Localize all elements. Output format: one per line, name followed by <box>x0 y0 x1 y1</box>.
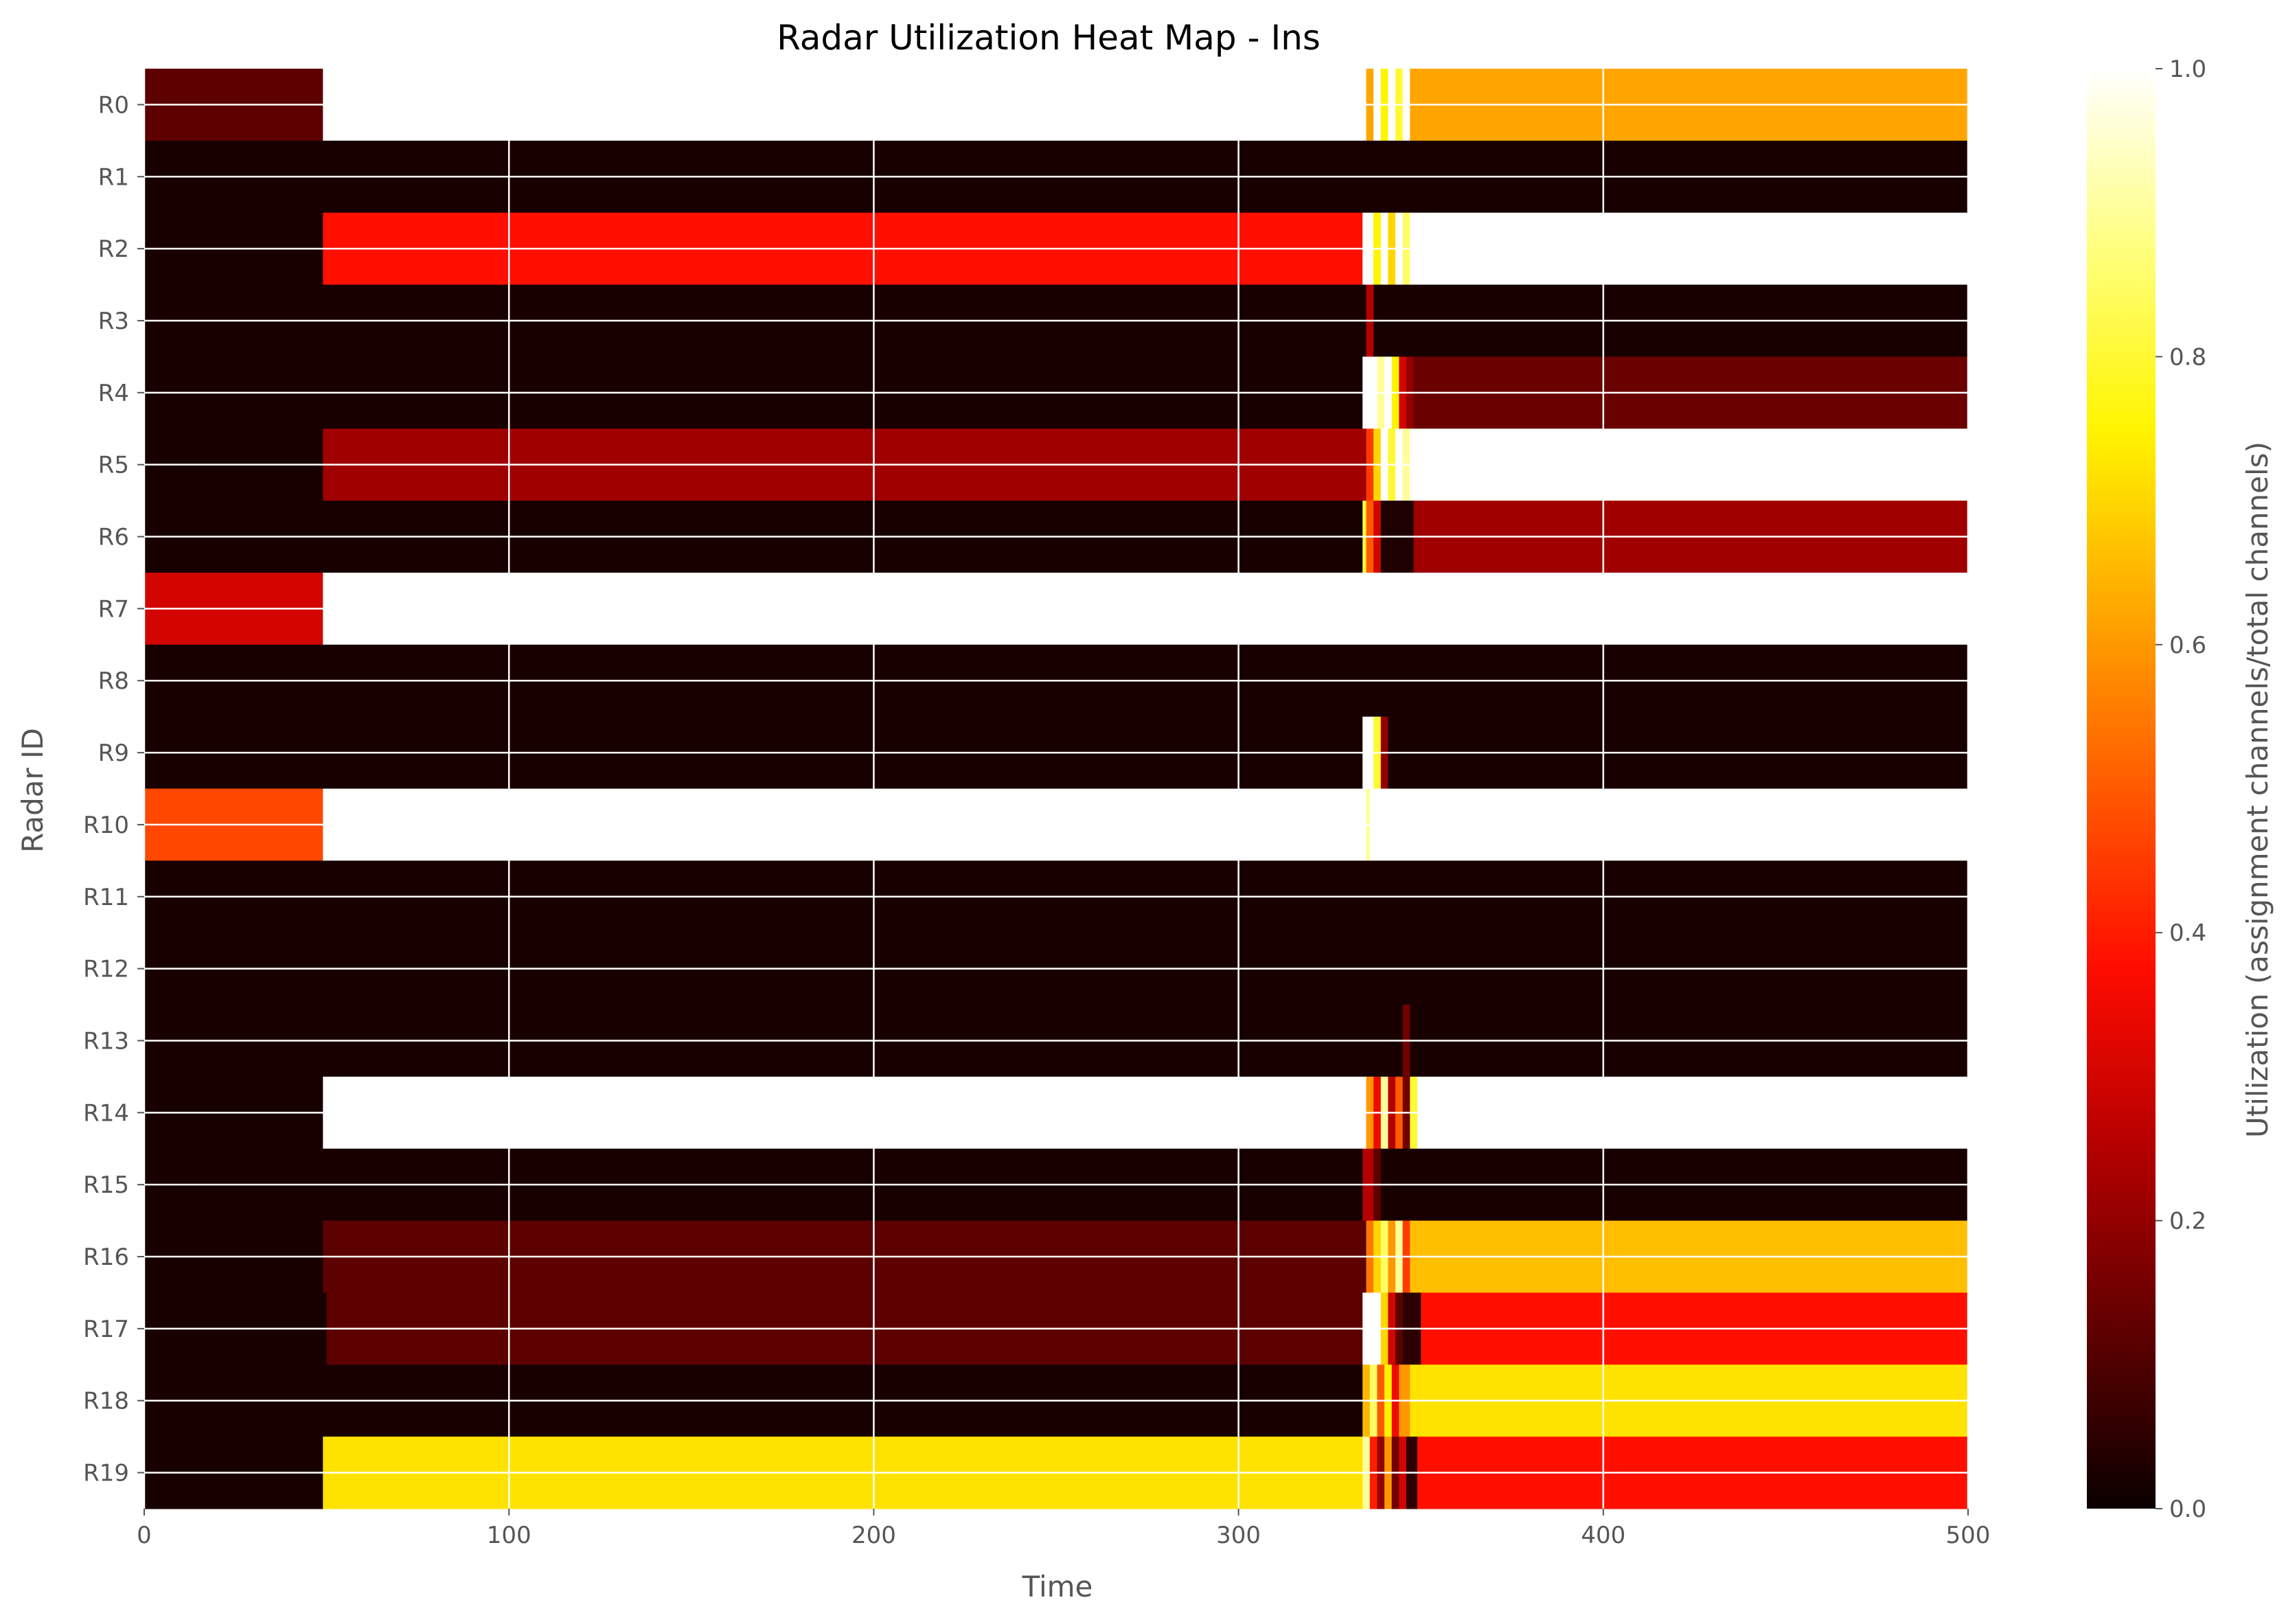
y-tick-label-r9: R9 <box>98 740 129 767</box>
colorbar-tick-label: 0.6 <box>2169 632 2206 659</box>
y-tick-label-r19: R19 <box>83 1460 129 1487</box>
colorbar-tick-label: 0.0 <box>2169 1496 2206 1523</box>
y-tick-label-r3: R3 <box>98 308 129 335</box>
x-tick-label: 0 <box>137 1522 152 1549</box>
y-axis: R0 R1 R2 R3 R4 R5 R6 R7 R8 R9 R10 R11 R12 R13 R14 R15 R1… <box>83 91 144 1487</box>
chart-title: Radar Utilization Heat Map - Ins <box>777 18 1321 58</box>
y-tick-label-r8: R8 <box>98 667 129 695</box>
y-tick-label-r13: R13 <box>83 1027 129 1055</box>
y-tick-label-r18: R18 <box>83 1388 129 1415</box>
y-tick-label-r14: R14 <box>83 1099 129 1127</box>
y-axis-label: Radar ID <box>16 728 49 853</box>
colorbar-tick-label: 0.4 <box>2169 919 2206 947</box>
y-tick-label-r17: R17 <box>83 1316 129 1343</box>
x-tick-label: 500 <box>1946 1522 1991 1549</box>
y-tick-label-r11: R11 <box>83 884 129 911</box>
y-tick-label-r12: R12 <box>83 956 129 983</box>
y-tick-label-r7: R7 <box>98 595 129 623</box>
heatmap-cells <box>144 69 1969 1509</box>
x-tick-label: 200 <box>851 1522 896 1549</box>
grid-lines <box>143 69 1969 1509</box>
y-tick-label-r1: R1 <box>98 163 129 191</box>
y-tick-label-r4: R4 <box>98 380 129 407</box>
colorbar-label: Utilization (assignment channels/total c… <box>2241 442 2274 1138</box>
x-axis-label: Time <box>1022 1570 1093 1603</box>
y-tick-label-r0: R0 <box>98 91 129 119</box>
colorbar-tick-label: 0.8 <box>2169 343 2206 371</box>
y-tick-label-r5: R5 <box>98 452 129 479</box>
colorbar-axis: 0.0 0.2 0.4 0.6 0.8 1.0 <box>2156 56 2206 1523</box>
x-tick-label: 100 <box>487 1522 532 1549</box>
y-tick-label-r6: R6 <box>98 524 129 551</box>
y-tick-label-r15: R15 <box>83 1171 129 1199</box>
y-tick-label-r16: R16 <box>83 1244 129 1271</box>
y-tick-label-r2: R2 <box>98 236 129 263</box>
x-tick-label: 300 <box>1216 1522 1261 1549</box>
colorbar-tick-label: 1.0 <box>2169 56 2206 83</box>
y-tick-label-r10: R10 <box>83 812 129 839</box>
colorbar-tick-label: 0.2 <box>2169 1208 2206 1235</box>
x-tick-label: 400 <box>1581 1522 1625 1549</box>
colorbar <box>2087 69 2156 1509</box>
x-axis: 0 100 200 300 400 500 <box>137 1509 1990 1549</box>
